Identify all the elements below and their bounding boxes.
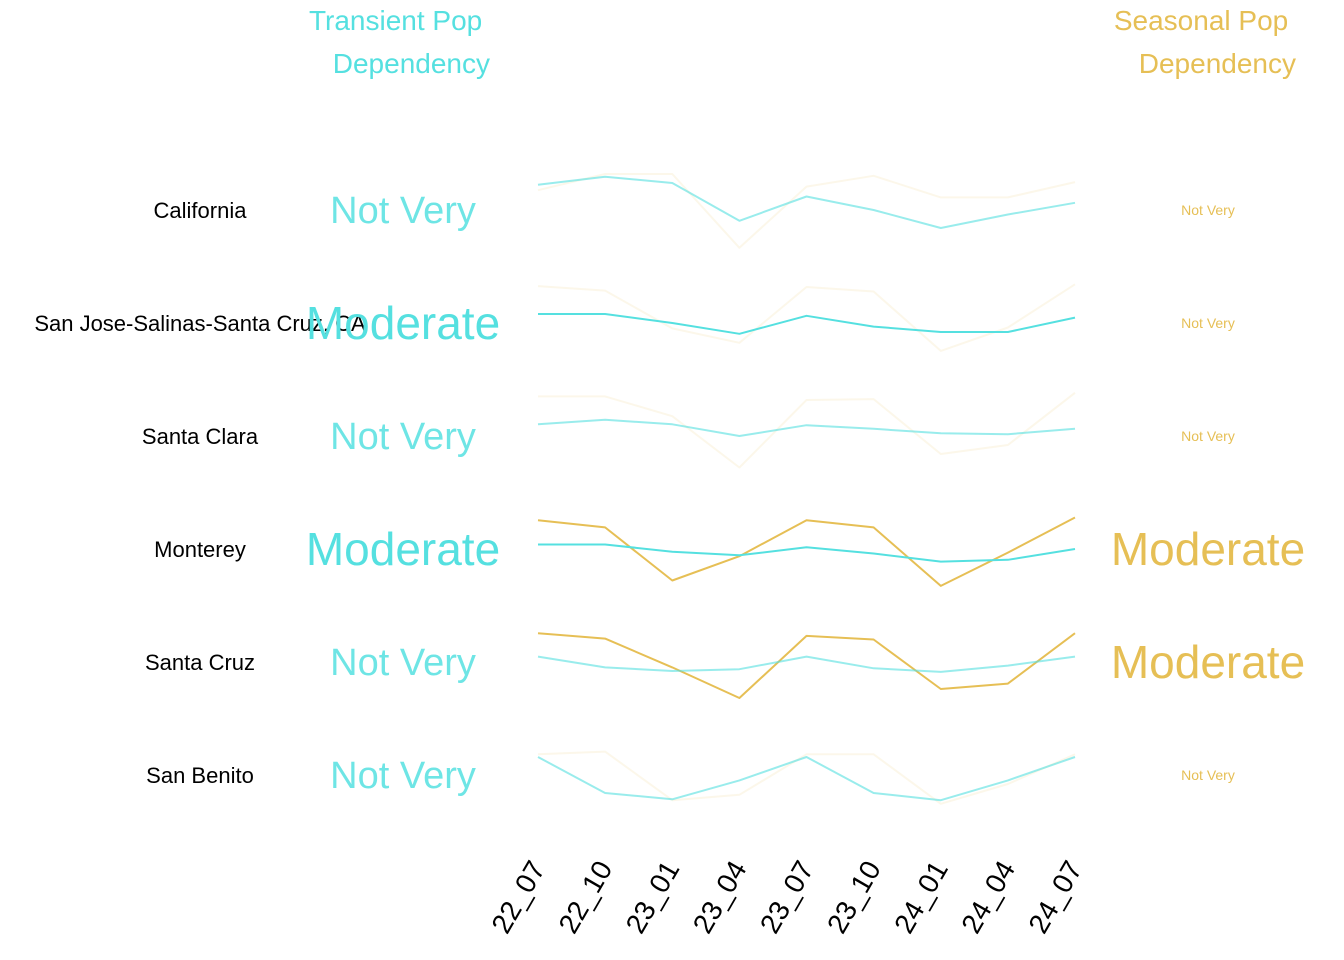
- x-tick-label: 23_10: [821, 856, 887, 939]
- transient-line: [537, 655, 1076, 673]
- transient-line: [537, 418, 1076, 437]
- seasonal-line: [537, 632, 1076, 699]
- row-2: Santa Clara Not Very Not Very: [142, 392, 1235, 469]
- row-3: Monterey Moderate Moderate: [154, 516, 1305, 587]
- x-tick-label: 23_04: [687, 856, 753, 939]
- transient-level: Moderate: [306, 523, 500, 575]
- seasonal-level: Moderate: [1111, 636, 1305, 688]
- seasonal-header-line-2: Dependency: [1139, 48, 1296, 79]
- x-tick-label: 22_10: [553, 856, 619, 939]
- region-label: California: [154, 198, 248, 223]
- seasonal-level: Not Very: [1181, 767, 1235, 783]
- seasonal-line: [537, 283, 1076, 352]
- x-axis: 22_07 22_10 23_01 23_04 23_07 23_10 24_01 24_04…: [485, 856, 1088, 939]
- seasonal-line: [538, 392, 1076, 469]
- transient-line: [537, 175, 1076, 229]
- transient-header-line-1: Transient Pop: [309, 5, 482, 36]
- transient-level: Not Very: [330, 642, 476, 684]
- transient-level: Moderate: [306, 297, 500, 349]
- row-4: Santa Cruz Not Very Moderate: [145, 632, 1305, 699]
- transient-level: Not Very: [330, 190, 476, 232]
- x-tick-label: 22_07: [485, 856, 551, 939]
- region-label: Santa Clara: [142, 424, 259, 449]
- transient-header: Transient Pop Dependency: [309, 5, 490, 79]
- transient-header-line-2: Dependency: [333, 48, 490, 79]
- seasonal-line: [537, 516, 1076, 587]
- seasonal-level: Not Very: [1181, 428, 1235, 444]
- seasonal-line: [537, 750, 1076, 805]
- transient-level: Not Very: [330, 416, 476, 458]
- transient-line: [537, 756, 1076, 802]
- seasonal-level: Moderate: [1111, 523, 1305, 575]
- transient-level: Not Very: [330, 755, 476, 797]
- seasonal-level: Not Very: [1181, 315, 1235, 331]
- seasonal-header-line-1: Seasonal Pop: [1114, 5, 1288, 36]
- x-tick-label: 24_04: [955, 856, 1021, 939]
- region-label: San Jose-Salinas-Santa Cruz, CA: [34, 311, 366, 336]
- row-0: California Not Very Not Very: [154, 173, 1235, 249]
- x-tick-label: 23_07: [754, 856, 820, 939]
- transient-line: [538, 313, 1076, 335]
- row-5: San Benito Not Very Not Very: [146, 750, 1235, 805]
- x-tick-label: 23_01: [620, 856, 686, 939]
- region-label: Santa Cruz: [145, 650, 255, 675]
- seasonal-line: [537, 173, 1076, 249]
- seasonal-level: Not Very: [1181, 202, 1235, 218]
- x-tick-label: 24_07: [1022, 856, 1088, 939]
- region-label: San Benito: [146, 763, 254, 788]
- region-label: Monterey: [154, 537, 246, 562]
- transient-line: [538, 543, 1076, 563]
- seasonal-header: Seasonal Pop Dependency: [1114, 5, 1296, 79]
- x-tick-label: 24_01: [888, 856, 954, 939]
